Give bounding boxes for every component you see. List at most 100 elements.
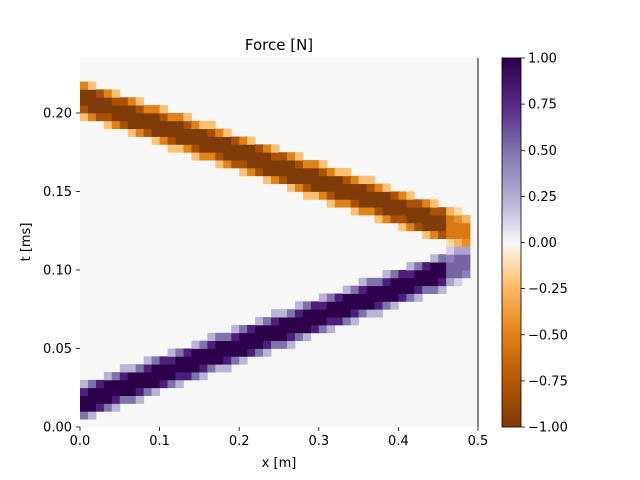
heatmap-cell	[103, 379, 113, 389]
heatmap-cell	[247, 160, 256, 169]
heatmap-cell	[326, 324, 336, 334]
heatmap-cell	[414, 277, 423, 287]
heatmap-cell	[167, 120, 176, 130]
heatmap-cell	[462, 262, 471, 271]
heatmap-cell	[446, 207, 455, 216]
heatmap-cell	[159, 105, 168, 114]
heatmap-cell	[159, 379, 168, 389]
heatmap-cell	[223, 332, 232, 342]
heatmap-cell	[183, 364, 192, 373]
heatmap-cell	[263, 175, 272, 185]
heatmap-cell	[286, 332, 296, 342]
heatmap-cell	[167, 144, 176, 153]
heatmap-cell	[454, 207, 463, 216]
heatmap-cell	[151, 372, 160, 381]
heatmap-cell	[318, 324, 328, 334]
y-tick-label: 0.10	[43, 263, 72, 278]
heatmap-cell	[223, 144, 232, 153]
heatmap-cell	[239, 136, 248, 145]
heatmap-cell	[454, 222, 463, 232]
heatmap-cell	[111, 105, 121, 114]
heatmap-cell	[80, 379, 89, 389]
heatmap-cell	[390, 215, 399, 224]
heatmap-cell	[398, 215, 407, 224]
heatmap-cell	[310, 324, 320, 334]
heatmap-cell	[326, 167, 336, 177]
heatmap-cell	[111, 403, 121, 412]
heatmap-cell	[87, 97, 97, 106]
heatmap-cell	[80, 105, 89, 114]
heatmap-cell	[438, 254, 447, 263]
heatmap-cell	[422, 262, 431, 271]
heatmap-cell	[167, 379, 176, 389]
heatmap-cell	[263, 324, 272, 334]
heatmap-cell	[279, 324, 288, 334]
heatmap-cell	[374, 207, 383, 216]
plot-area	[80, 58, 479, 427]
heatmap-cell	[80, 395, 89, 404]
heatmap-cell	[239, 356, 248, 365]
heatmap-cell	[255, 317, 264, 326]
heatmap-cell	[263, 152, 272, 161]
heatmap-cell	[271, 340, 280, 349]
heatmap-cell	[318, 293, 328, 302]
heatmap-cell	[95, 112, 105, 122]
heatmap-cell	[310, 317, 320, 326]
heatmap-cell	[334, 309, 344, 318]
heatmap-cell	[151, 112, 160, 122]
heatmap-cell	[199, 128, 208, 137]
heatmap-cell	[398, 293, 407, 302]
heatmap-cell	[191, 372, 200, 381]
heatmap-cell	[318, 160, 328, 169]
heatmap-cell	[374, 309, 383, 318]
heatmap-cell	[366, 277, 375, 287]
heatmap-cell	[446, 254, 455, 263]
heatmap-cell	[87, 379, 97, 389]
heatmap-cell	[255, 160, 264, 169]
heatmap-cell	[358, 293, 367, 302]
heatmap-cell	[430, 207, 439, 216]
heatmap-cell	[382, 293, 391, 302]
heatmap-cell	[374, 277, 383, 287]
heatmap-cell	[159, 364, 168, 373]
heatmap-cell	[143, 387, 153, 396]
heatmap-cell	[135, 128, 145, 137]
heatmap-cell	[326, 317, 336, 326]
heatmap-cell	[342, 167, 352, 177]
heatmap-cell	[215, 136, 224, 145]
heatmap-cell	[143, 105, 153, 114]
heatmap-cell	[167, 364, 176, 373]
heatmap-cell	[127, 372, 137, 381]
heatmap-cell	[342, 285, 352, 294]
heatmap-cell	[279, 175, 288, 185]
heatmap-cell	[286, 317, 296, 326]
heatmap-cell	[454, 262, 463, 271]
heatmap-cell	[422, 277, 431, 287]
heatmap-cell	[207, 128, 216, 137]
colorbar-ticks: 1.00 0.75 0.50 0.25 0.00 −0.25 −0.50 −0.75 −1.00	[521, 52, 568, 436]
x-axis: 0.0 0.1 0.2 0.3 0.4 0.5	[70, 427, 489, 449]
x-tick-label: 0.5	[468, 434, 489, 449]
heatmap-cell	[199, 356, 208, 365]
heatmap-cell	[183, 120, 192, 130]
heatmap-cell	[207, 332, 216, 342]
heatmap-cell	[143, 128, 153, 137]
heatmap-cell	[191, 120, 200, 130]
heatmap-cell	[80, 112, 89, 122]
heatmap-cell	[87, 105, 97, 114]
heatmap-cell	[223, 128, 232, 137]
heatmap-cell	[95, 395, 105, 404]
heatmap-cell	[199, 136, 208, 145]
heatmap-cell	[318, 317, 328, 326]
heatmap-cell	[286, 160, 296, 169]
heatmap-cell	[175, 120, 184, 130]
heatmap-cell	[247, 340, 256, 349]
heatmap-cell	[358, 183, 367, 192]
heatmap-cell	[422, 207, 431, 216]
heatmap-cell	[95, 105, 105, 114]
heatmap-cell	[80, 81, 89, 90]
heatmap-cell	[302, 167, 312, 177]
heatmap-cell	[350, 175, 359, 185]
heatmap-cell	[111, 120, 121, 130]
heatmap-cell	[175, 144, 184, 153]
